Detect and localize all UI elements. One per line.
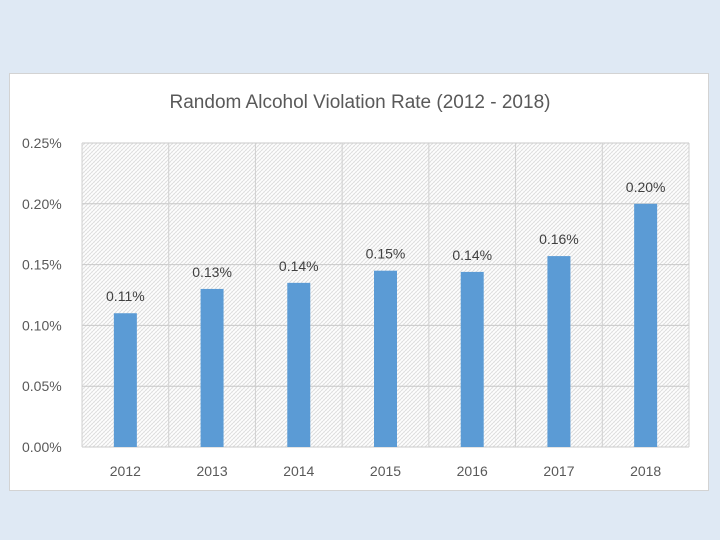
x-tick-label: 2013 bbox=[196, 463, 227, 479]
x-tick-label: 2016 bbox=[457, 463, 488, 479]
y-tick-label: 0.00% bbox=[22, 439, 62, 455]
y-tick-label: 0.15% bbox=[22, 257, 62, 273]
bars: 0.11% 0.13% 0.14% 0.15% 0.14% 0.16% 0.20% bbox=[106, 179, 665, 447]
y-tick-label: 0.05% bbox=[22, 378, 62, 394]
data-label: 0.13% bbox=[192, 264, 232, 280]
y-tick-label: 0.25% bbox=[22, 135, 62, 151]
chart-title: Random Alcohol Violation Rate (2012 - 20… bbox=[170, 92, 551, 113]
y-tick-label: 0.10% bbox=[22, 317, 62, 333]
y-tick-label: 0.20% bbox=[22, 196, 62, 212]
data-label: 0.16% bbox=[539, 231, 579, 247]
bar-2016 bbox=[460, 271, 484, 447]
x-axis: 2012 2013 2014 2015 2016 2017 2018 bbox=[110, 463, 662, 479]
data-label: 0.11% bbox=[106, 288, 145, 304]
y-axis: 0.00% 0.05% 0.10% 0.15% 0.20% 0.25% bbox=[22, 135, 62, 455]
bar-2017 bbox=[547, 256, 571, 447]
bar-2013 bbox=[200, 288, 224, 447]
data-label: 0.14% bbox=[279, 258, 319, 274]
data-label: 0.14% bbox=[452, 247, 492, 263]
x-tick-label: 2018 bbox=[630, 463, 661, 479]
x-tick-label: 2017 bbox=[543, 463, 574, 479]
data-label: 0.15% bbox=[366, 246, 406, 262]
bar-2018 bbox=[634, 203, 658, 447]
x-tick-label: 2014 bbox=[283, 463, 314, 479]
bar-2014 bbox=[287, 282, 311, 447]
bar-chart: Random Alcohol Violation Rate (2012 - 20… bbox=[22, 92, 690, 479]
bar-2015 bbox=[374, 270, 397, 447]
x-tick-label: 2015 bbox=[370, 463, 401, 479]
x-tick-label: 2012 bbox=[110, 463, 141, 479]
bar-2012 bbox=[113, 313, 137, 447]
data-label: 0.20% bbox=[626, 179, 666, 195]
chart-panel: Random Alcohol Violation Rate (2012 - 20… bbox=[9, 73, 709, 491]
